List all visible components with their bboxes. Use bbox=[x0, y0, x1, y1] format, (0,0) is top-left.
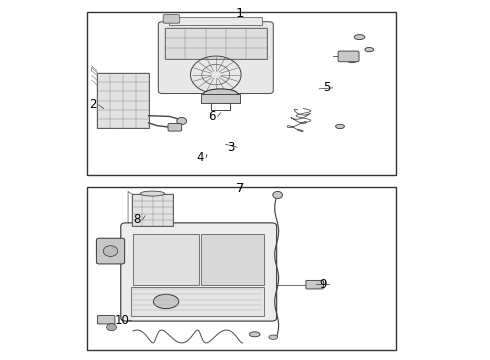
Bar bbox=[201, 234, 265, 285]
Ellipse shape bbox=[347, 58, 357, 63]
FancyBboxPatch shape bbox=[158, 22, 273, 94]
Bar bbox=[165, 28, 267, 59]
Ellipse shape bbox=[140, 191, 165, 196]
FancyBboxPatch shape bbox=[306, 280, 323, 289]
FancyBboxPatch shape bbox=[168, 123, 182, 131]
Ellipse shape bbox=[354, 35, 365, 40]
Circle shape bbox=[273, 192, 283, 199]
Circle shape bbox=[103, 246, 118, 256]
Circle shape bbox=[107, 324, 116, 331]
Bar bbox=[98, 73, 148, 128]
Ellipse shape bbox=[269, 335, 278, 339]
Text: 2: 2 bbox=[89, 99, 97, 112]
Bar bbox=[170, 18, 262, 24]
Text: 5: 5 bbox=[323, 81, 331, 94]
Bar bbox=[130, 287, 265, 316]
FancyBboxPatch shape bbox=[97, 238, 124, 264]
Text: 10: 10 bbox=[115, 314, 130, 327]
Text: 6: 6 bbox=[208, 110, 216, 123]
FancyBboxPatch shape bbox=[163, 15, 180, 23]
FancyBboxPatch shape bbox=[338, 51, 359, 62]
Text: 8: 8 bbox=[133, 213, 141, 226]
Bar bbox=[133, 234, 199, 285]
Text: 4: 4 bbox=[196, 151, 204, 165]
Text: 1: 1 bbox=[236, 7, 245, 20]
Ellipse shape bbox=[336, 124, 344, 129]
Bar bbox=[201, 94, 240, 103]
Ellipse shape bbox=[365, 48, 374, 52]
Bar bbox=[87, 187, 396, 350]
Ellipse shape bbox=[203, 89, 238, 99]
Bar bbox=[132, 194, 173, 226]
Text: 7: 7 bbox=[236, 182, 245, 195]
Circle shape bbox=[177, 117, 187, 125]
Text: 3: 3 bbox=[228, 141, 235, 154]
FancyBboxPatch shape bbox=[121, 223, 277, 321]
Text: 9: 9 bbox=[319, 278, 327, 291]
FancyBboxPatch shape bbox=[98, 315, 115, 324]
Ellipse shape bbox=[249, 332, 260, 337]
Ellipse shape bbox=[153, 294, 179, 309]
Bar bbox=[87, 12, 396, 175]
